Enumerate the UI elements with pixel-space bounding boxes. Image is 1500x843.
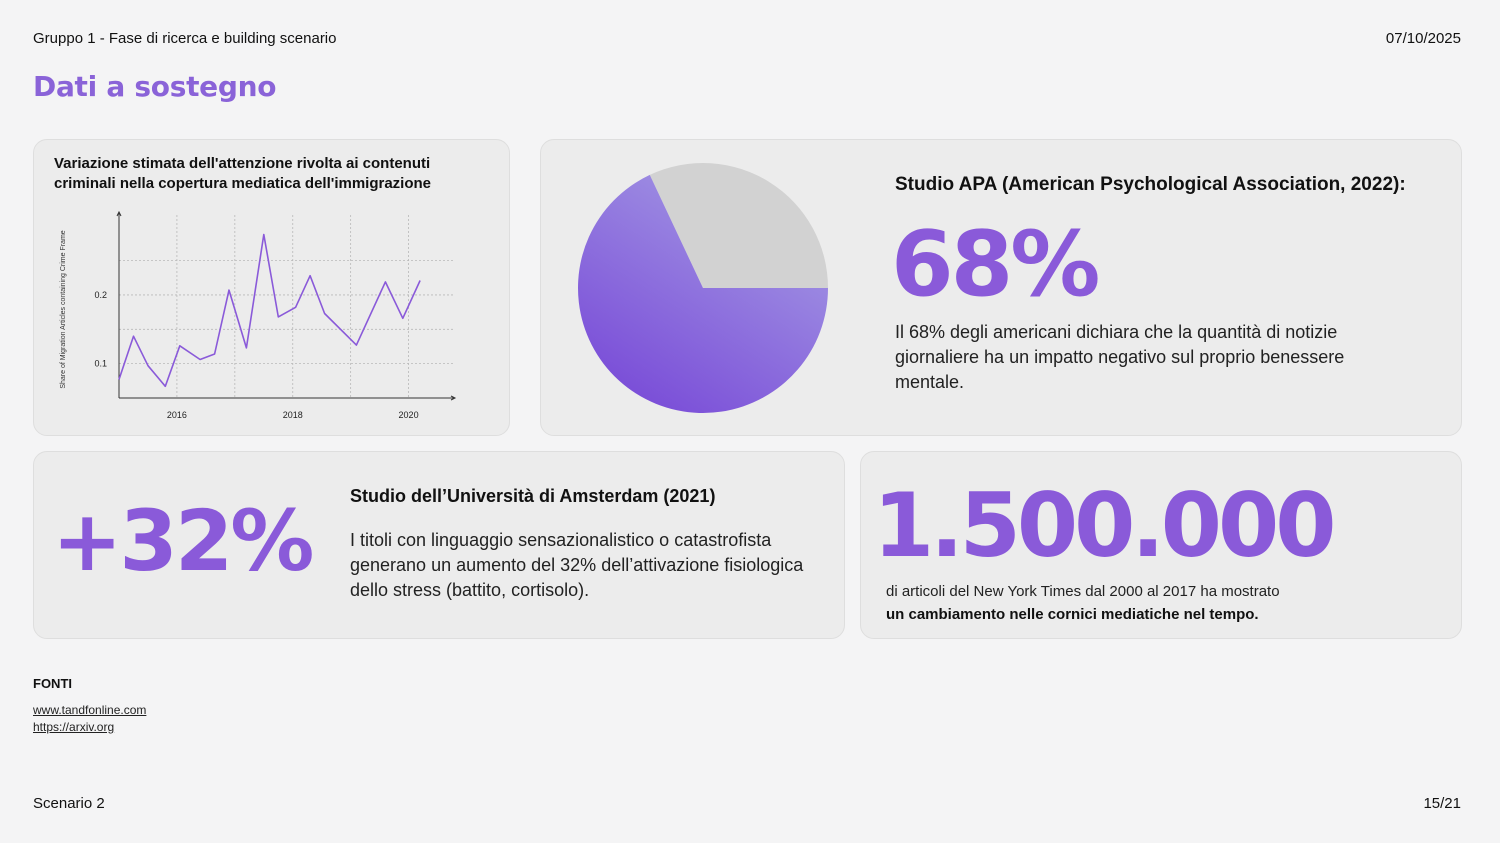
amsterdam-card: +32% Studio dell’Università di Amsterdam… (33, 451, 845, 639)
apa-card: Studio APA (American Psychological Assoc… (540, 139, 1462, 436)
y-tick-label: 0.2 (94, 290, 107, 300)
y-axis-arrow (116, 210, 122, 217)
x-tick-label: 2018 (283, 410, 303, 420)
chart-card: Variazione stimata dell'attenzione rivol… (33, 139, 510, 436)
y-axis-label: Share of Migration Articles containing C… (60, 230, 67, 388)
source-link-arxiv[interactable]: https://arxiv.org (33, 720, 115, 734)
pie-chart (578, 162, 828, 413)
nyt-big-value: 1.500.000 (873, 474, 1336, 577)
y-tick-label: 0.1 (94, 359, 107, 369)
page-number: 15/21 (1423, 795, 1461, 812)
apa-heading: Studio APA (American Psychological Assoc… (895, 174, 1406, 195)
scenario-label: Scenario 2 (33, 795, 105, 812)
apa-big-value: 68% (891, 212, 1100, 317)
x-tick-label: 2016 (167, 410, 187, 420)
nyt-body: di articoli del New York Times dal 2000 … (886, 580, 1280, 626)
apa-body: Il 68% degli americani dichiara che la q… (895, 322, 1345, 392)
chart-title: Variazione stimata dell'attenzione rivol… (54, 155, 432, 192)
source-link-tandfonline[interactable]: www.tandfonline.com (33, 703, 147, 717)
amsterdam-body: I titoli con linguaggio sensazionalistic… (350, 530, 804, 600)
series-line (118, 233, 421, 388)
date: 07/10/2025 (1385, 30, 1461, 47)
nyt-card: 1.500.000 di articoli del New York Times… (860, 451, 1462, 639)
pie-slice-rest (649, 162, 828, 288)
x-tick-label: 2020 (399, 410, 419, 420)
sources-label: FONTI (33, 676, 72, 691)
x-axis-arrow (450, 395, 457, 401)
line-chart: 2016 2018 2020 0.1 0.2 Share of Migration Art… (60, 210, 457, 420)
page-title: Dati a sostegno (33, 70, 277, 103)
pie-slice-highlight (578, 174, 828, 413)
amsterdam-heading: Studio dell’Università di Amsterdam (202… (350, 486, 716, 506)
nyt-body-line1: di articoli del New York Times dal 2000 … (886, 583, 1280, 600)
nyt-body-line2: un cambiamento nelle cornici mediatiche … (886, 606, 1259, 623)
group-title: Gruppo 1 - Fase di ricerca e building sc… (33, 30, 337, 47)
amsterdam-big-value: +32% (52, 492, 314, 590)
